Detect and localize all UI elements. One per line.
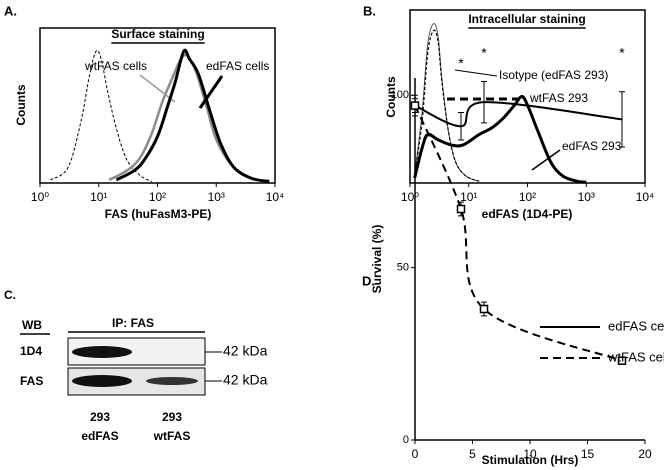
panel-label: D.	[362, 273, 375, 288]
x-tick-label: 20	[638, 447, 652, 461]
x-tick-label: 0	[412, 447, 419, 461]
series-line	[115, 48, 270, 183]
annotation: *	[458, 55, 464, 71]
panel-label: B.	[363, 3, 376, 18]
legend-label: edFAS cells	[608, 318, 664, 333]
x-tick-label: 10¹	[460, 190, 477, 204]
row-label: FAS	[20, 374, 43, 388]
series-line	[414, 29, 480, 182]
series-line	[50, 49, 153, 182]
y-tick-label: 50	[397, 262, 409, 274]
label-pointer	[531, 149, 561, 171]
panel-label: C.	[4, 288, 16, 302]
chart-title: Intracellular staining	[468, 12, 585, 26]
label-pointer	[454, 69, 498, 77]
ip-label: IP: FAS	[112, 316, 154, 330]
series-label: wtFAS cells	[84, 59, 147, 73]
series-label: edFAS cells	[206, 59, 269, 73]
marker-label: 42 kDa	[223, 343, 268, 359]
marker	[479, 304, 489, 314]
plot-frame	[39, 27, 276, 184]
series-line	[414, 101, 623, 128]
marker-label: 42 kDa	[223, 372, 268, 388]
plot-frame	[409, 9, 646, 184]
x-tick-label: 10¹	[90, 190, 107, 204]
x-tick-label: 10	[523, 447, 537, 461]
lane-label: edFAS	[81, 429, 118, 443]
annotation: *	[619, 45, 625, 61]
y-axis-label: Counts	[384, 76, 398, 118]
lane-label: 293	[162, 410, 182, 424]
lane-label: 293	[90, 410, 110, 424]
x-tick-label: 15	[581, 447, 595, 461]
error-bar	[619, 91, 625, 148]
error-bar	[481, 80, 487, 124]
lane-label: wtFAS	[153, 429, 191, 443]
x-tick-label: 10²	[519, 190, 536, 204]
x-axis-label: FAS (huFasM3-PE)	[105, 207, 212, 221]
y-axis-label: Counts	[14, 84, 28, 126]
series-line	[414, 105, 623, 362]
y-tick-label: 100	[391, 89, 409, 101]
band	[72, 375, 132, 387]
legend-label: wtFAS cells	[607, 349, 664, 364]
series-line	[413, 94, 587, 184]
series-label: wtFAS 293	[529, 91, 588, 105]
annotation: *	[481, 45, 487, 61]
series-line	[108, 53, 267, 183]
x-tick-label: 10⁴	[636, 190, 655, 204]
x-tick-label: 10⁰	[31, 190, 49, 204]
row-label: 1D4	[20, 344, 42, 358]
x-axis-label: edFAS (1D4-PE)	[482, 207, 573, 221]
band	[146, 377, 198, 385]
series-label: Isotype (edFAS 293)	[499, 68, 608, 82]
band	[72, 346, 132, 358]
marker	[456, 204, 466, 214]
x-axis-label: Stimulation (Hrs)	[482, 453, 579, 467]
y-tick-label: 0	[403, 434, 409, 446]
marker	[617, 356, 627, 365]
series-label: edFAS 293	[562, 139, 622, 153]
marker	[410, 101, 420, 110]
x-tick-label: 10³	[578, 190, 595, 204]
error-bar	[458, 111, 464, 141]
chart-title: Surface staining	[111, 27, 204, 41]
panel-label: A.	[4, 3, 17, 18]
x-tick-label: 5	[469, 447, 476, 461]
y-axis-label: Survival (%)	[370, 225, 384, 294]
x-tick-label: 10⁰	[401, 190, 419, 204]
label-pointer	[198, 75, 224, 109]
x-tick-label: 10²	[149, 190, 166, 204]
x-tick-label: 10³	[208, 190, 225, 204]
x-tick-label: 10⁴	[266, 190, 285, 204]
wb-label: WB	[22, 318, 42, 332]
